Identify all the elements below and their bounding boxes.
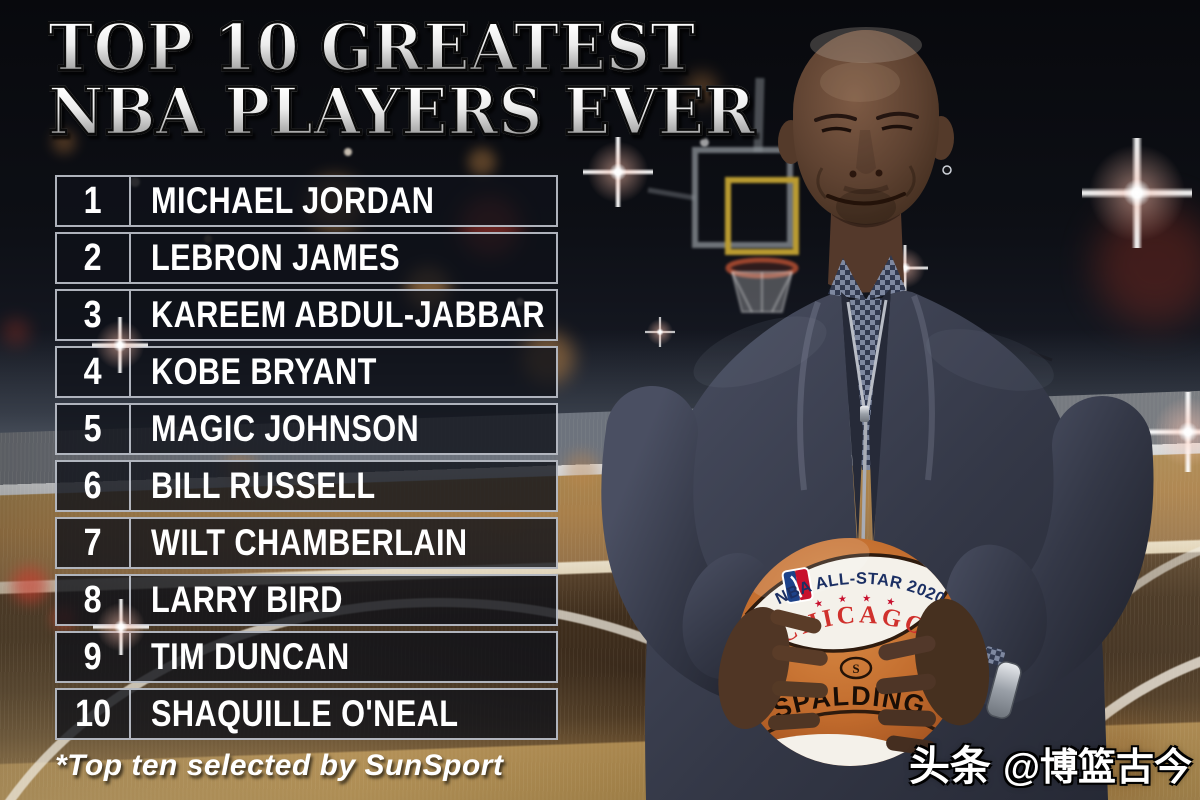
- player-name-cell: MAGIC JOHNSON: [151, 408, 420, 449]
- watermark: 头条 @博篮古今: [909, 732, 1192, 792]
- player-name-cell: TIM DUNCAN: [151, 636, 350, 677]
- rank-cell: 6: [57, 462, 131, 510]
- ranking-list: 1 MICHAEL JORDAN 2 LEBRON JAMES 3 KAREEM…: [55, 175, 558, 745]
- player-name-cell: SHAQUILLE O'NEAL: [151, 693, 459, 734]
- ranking-row: 1 MICHAEL JORDAN: [55, 175, 558, 227]
- player-name-cell: WILT CHAMBERLAIN: [151, 522, 468, 563]
- player-name-cell: KOBE BRYANT: [151, 351, 377, 392]
- player-name-cell: LEBRON JAMES: [151, 237, 400, 278]
- hands: [718, 598, 990, 756]
- watermark-handle: @博篮古今: [1002, 747, 1192, 789]
- footnote: *Top ten selected by SunSport: [55, 749, 504, 782]
- rank-cell: 1: [57, 177, 131, 225]
- player-name-cell: MICHAEL JORDAN: [151, 180, 435, 221]
- watermark-brand: 头条: [908, 743, 991, 789]
- title-line2: NBA PLAYERS EVER: [47, 74, 756, 150]
- player-name-cell: LARRY BIRD: [151, 579, 343, 620]
- ranking-row: 2 LEBRON JAMES: [55, 232, 558, 284]
- title-line1: TOP 10 GREATEST: [47, 10, 697, 86]
- ranking-row: 6 BILL RUSSELL: [55, 460, 558, 512]
- player-name-cell: BILL RUSSELL: [151, 465, 376, 506]
- nba-logo: [781, 567, 814, 604]
- ball-brand-mark: S: [852, 661, 859, 676]
- page-title: TOP 10 GREATEST NBA PLAYERS EVER: [47, 10, 800, 150]
- rank-cell: 10: [57, 690, 131, 738]
- rank-cell: 5: [57, 405, 131, 453]
- ranking-row: 10 SHAQUILLE O'NEAL: [55, 688, 558, 740]
- rank-cell: 2: [57, 234, 131, 282]
- player-name-cell: KAREEM ABDUL-JABBAR: [151, 294, 546, 335]
- ranking-row: 5 MAGIC JOHNSON: [55, 403, 558, 455]
- michael-jordan-photo: NBA ALL-STAR 2020 ★ ★ ★ ★ CHICAGO S SPAL…: [601, 27, 1154, 800]
- rank-cell: 7: [57, 519, 131, 567]
- ranking-row: 7 WILT CHAMBERLAIN: [55, 517, 558, 569]
- ranking-row: 3 KAREEM ABDUL-JABBAR: [55, 289, 558, 341]
